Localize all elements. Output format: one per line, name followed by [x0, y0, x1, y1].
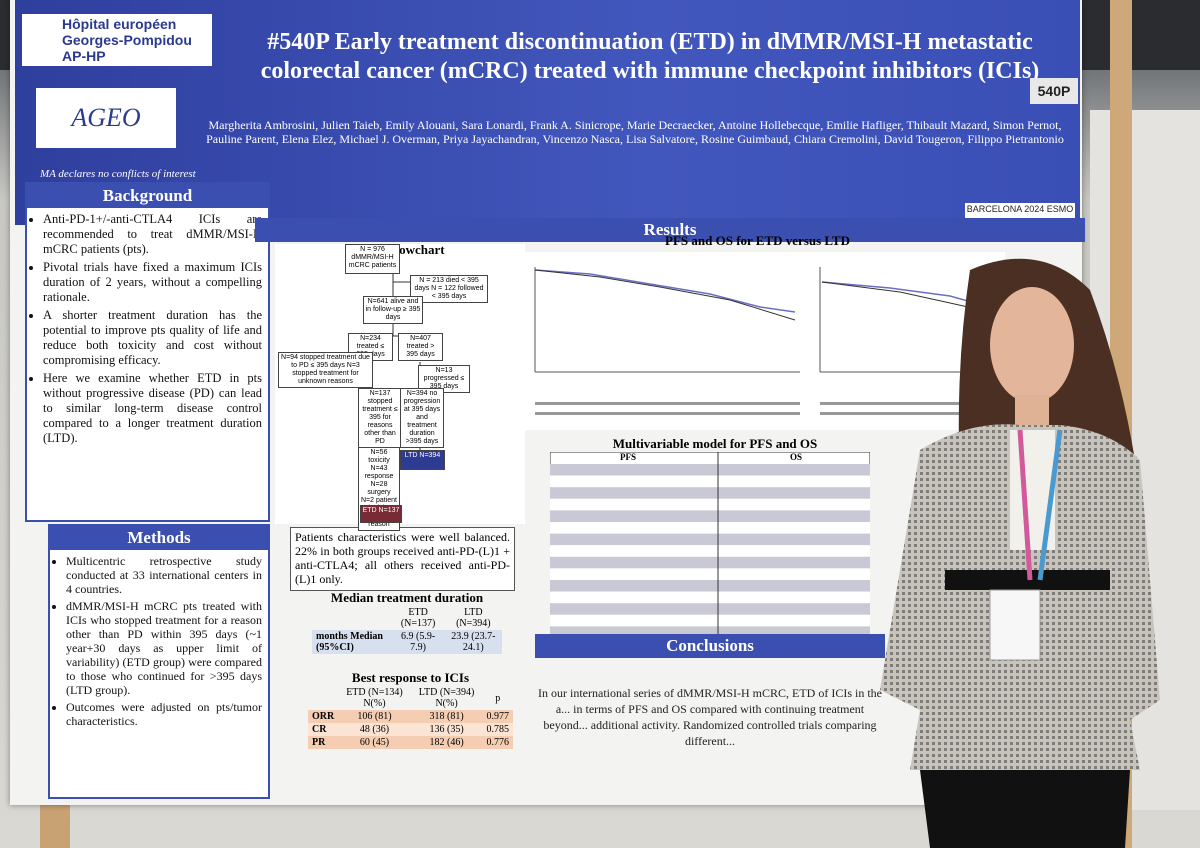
table-cell: months Median (95%CI)	[316, 631, 383, 653]
table-cell: 6.9 (5.9-7.9)	[401, 631, 436, 653]
poster-title: #540P Early treatment discontinuation (E…	[260, 29, 1040, 84]
table-stripe	[550, 614, 870, 627]
table-row: months Median (95%CI) 6.9 (5.9-7.9) 23.9 (…	[312, 630, 502, 654]
table-stripe	[550, 533, 870, 546]
bullet: Here we examine whether ETD in pts witho…	[43, 371, 262, 446]
characteristics: Patients characteristics were well balan…	[290, 527, 515, 591]
table-row: PR 60 (45) 182 (46) 0.776	[308, 736, 513, 749]
table-cell: 0.785	[486, 724, 509, 735]
table-cell: 136 (35)	[429, 724, 464, 735]
table-stripe	[550, 568, 870, 580]
flow-node: N=137 stopped treatment ≤ 395 for reason…	[358, 388, 402, 448]
hospital-logo: Hôpital européen Georges-Pompidou AP-HP	[22, 14, 212, 66]
table-cell: 182 (46)	[429, 737, 464, 748]
header-cell: ETD (N=134) N(%)	[346, 687, 403, 709]
table: ETD (N=134) N(%) LTD (N=394) N(%) p ORR 106 …	[308, 686, 513, 749]
flow-node: N = 976 dMMR/MSI-H mCRC patients	[345, 244, 400, 274]
flow-node: N = 213 died < 395 days N = 122 followed…	[410, 275, 488, 303]
header-cell: LTD (N=394) N(%)	[418, 687, 475, 709]
mv-pfs: PFS	[620, 452, 637, 462]
table-cell: 0.776	[486, 737, 509, 748]
table-title: Best response to ICIs	[351, 670, 470, 685]
header-cell: LTD (N=394)	[456, 607, 491, 629]
table-stripe	[550, 487, 870, 499]
bullet-list: Anti-PD-1+/-anti-CTLA4 ICIs are recommen…	[27, 212, 268, 446]
methods-panel: Methods Multicentric retrospective study…	[48, 524, 270, 799]
header-cell	[308, 686, 338, 710]
km-curves	[534, 267, 1001, 415]
flow-node: LTD N=394	[400, 450, 445, 470]
table-stripe	[550, 545, 870, 557]
bullet: dMMR/MSI-H mCRC pts treated with ICIs wh…	[66, 599, 262, 697]
flow-node: N=641 alive and in follow-up ≥ 395 days	[363, 296, 423, 324]
table-cell: PR	[312, 737, 326, 748]
bullet-list: Multicentric retrospective study conduct…	[50, 554, 268, 728]
header-row: ETD (N=134) N(%) LTD (N=394) N(%) p	[308, 686, 513, 710]
table-cell: 318 (81)	[429, 711, 464, 722]
presenter	[880, 258, 1160, 848]
median-duration: Median treatment duration ETD (N=137) LTD…	[312, 590, 502, 654]
conclusion-text: In our international series of dMMR/MSI-…	[538, 686, 882, 748]
table-stripe	[550, 464, 870, 476]
section-heading: Background	[27, 184, 268, 208]
bullet: A shorter treatment duration has the pot…	[43, 308, 262, 368]
partner-logo: AGEO	[36, 88, 176, 148]
bullet: Outcomes were adjusted on pts/tumor char…	[66, 700, 262, 728]
flow-node: N=394 no progression at 395 days and tre…	[400, 388, 444, 448]
bullet: Pivotal trials have fixed a maximum ICIs…	[43, 260, 262, 305]
table-cell: 106 (81)	[357, 711, 392, 722]
km-area	[510, 252, 1005, 430]
table-row: ORR 106 (81) 318 (81) 0.977	[308, 710, 513, 723]
section-heading: Methods	[50, 526, 268, 550]
booth-number: 540P	[1030, 78, 1078, 104]
best-response: Best response to ICIs ETD (N=134) N(%) LT…	[308, 670, 513, 749]
bullet: Multicentric retrospective study conduct…	[66, 554, 262, 596]
background-panel: Background Anti-PD-1+/-anti-CTLA4 ICIs a…	[25, 182, 270, 522]
table-stripe	[550, 510, 870, 522]
header-cell: p	[495, 692, 501, 704]
table-row: CR 48 (36) 136 (35) 0.785	[308, 723, 513, 736]
header-cell: ETD (N=137)	[400, 607, 436, 629]
flow-node: N=407 treated > 395 days	[398, 333, 443, 361]
table-cell: CR	[312, 724, 327, 735]
section-heading: Results	[255, 218, 1085, 242]
table-stripe	[550, 603, 870, 615]
table-cell: 23.9 (23.7-24.1)	[451, 631, 496, 653]
section-heading: Conclusions	[535, 634, 885, 658]
header-cell	[312, 606, 392, 630]
table-cell: 60 (45)	[359, 737, 390, 748]
authors: Margherita Ambrosini, Julien Taieb, Emil…	[206, 118, 1064, 146]
flow-node: N=94 stopped treatment due to PD ≤ 395 d…	[278, 352, 373, 388]
table-cell: 0.977	[486, 711, 509, 722]
mv-os: OS	[790, 452, 803, 462]
km-title: PFS and OS for ETD versus LTD	[665, 233, 850, 248]
header-row: ETD (N=137) LTD (N=394)	[312, 606, 502, 630]
table-stripe	[550, 498, 870, 511]
table-stripe	[550, 475, 870, 488]
disclosure: MA declares no conflicts of interest	[40, 168, 196, 180]
table-title: Median treatment duration	[330, 590, 484, 605]
table-cell: 48 (36)	[359, 724, 390, 735]
table-stripe	[550, 522, 870, 534]
bullet: Anti-PD-1+/-anti-CTLA4 ICIs are recommen…	[43, 212, 262, 257]
flow-node: ETD N=137	[360, 505, 402, 523]
table-stripe	[550, 626, 870, 638]
table-stripe	[550, 580, 870, 592]
table-cell: ORR	[312, 711, 335, 722]
table: ETD (N=137) LTD (N=394) months Median (95%…	[312, 606, 502, 654]
table-stripe	[550, 556, 870, 569]
mv-table	[550, 452, 870, 650]
mv-title: Multivariable model for PFS and OS	[612, 436, 818, 451]
table-stripe	[550, 591, 870, 604]
